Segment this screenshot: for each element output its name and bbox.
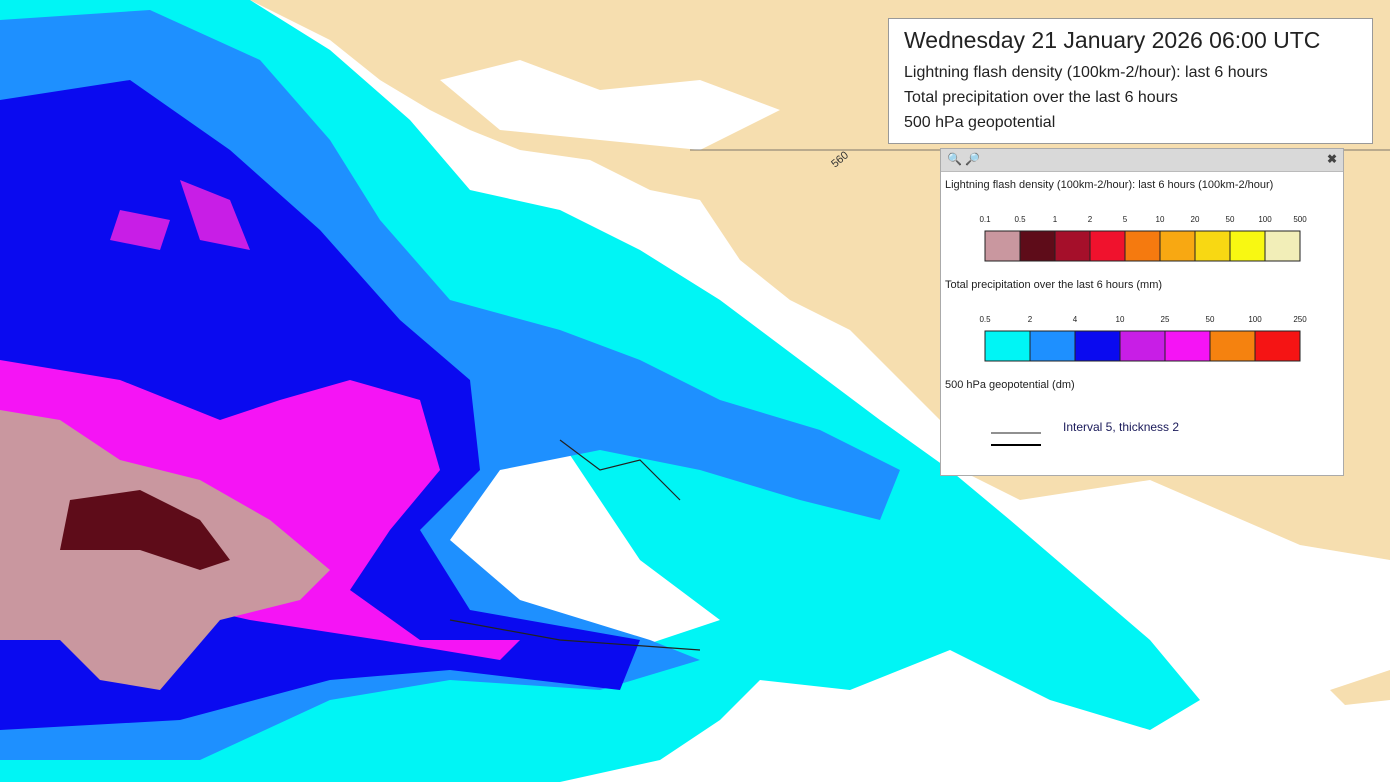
color-box: [1164, 330, 1211, 362]
scale-label: 2: [1088, 215, 1093, 224]
legend-note: Interval 5, thickness 2: [1063, 420, 1180, 434]
layer-name: 500 hPa geopotential: [904, 114, 1056, 131]
legend-toolbar: 🔍 🔎 ✖: [941, 149, 1343, 172]
legend-title: 500 hPa geopotential (dm): [945, 379, 1075, 391]
legend-panel: 🔍 🔎 ✖ Lightning flash density (100km-2/h…: [940, 148, 1344, 476]
color-box: [1124, 230, 1161, 262]
precip-very-heavy: [110, 180, 250, 250]
scale-label: 100: [1248, 315, 1262, 324]
title-box: Wednesday 21 January 2026 06:00 UTC Ligh…: [888, 18, 1373, 144]
layer-name: Lightning flash density (100km-2/hour): …: [904, 64, 1268, 81]
scale-label: 0.5: [979, 315, 991, 324]
color-box: [1054, 230, 1091, 262]
color-box: [1264, 230, 1301, 262]
scale-label: 0.1: [979, 215, 991, 224]
color-box: [1019, 230, 1056, 262]
color-box: [1209, 330, 1256, 362]
zoom-out[interactable]: 🔎: [965, 152, 980, 166]
scale-label: 0.5: [1014, 215, 1026, 224]
legend-title: Total precipitation over the last 6 hour…: [945, 279, 1163, 291]
color-box: [1119, 330, 1166, 362]
scale-label: 250: [1293, 315, 1307, 324]
scale-label: 500: [1293, 215, 1307, 224]
scale-label: 10: [1116, 315, 1125, 324]
lightning-moderate: [60, 490, 230, 570]
zoom-in[interactable]: 🔍: [947, 152, 962, 166]
legend-title: Lightning flash density (100km-2/hour): …: [945, 179, 1274, 191]
scale-label: 25: [1161, 315, 1170, 324]
color-box: [1194, 230, 1231, 262]
scale-label: 50: [1206, 315, 1215, 324]
scale-label: 2: [1028, 315, 1033, 324]
color-box: [984, 230, 1021, 262]
color-box: [1089, 230, 1126, 262]
color-box: [1074, 330, 1121, 362]
scale-label: 4: [1073, 315, 1078, 324]
scale-label: 100: [1258, 215, 1272, 224]
scale-label: 5: [1123, 215, 1128, 224]
color-box: [1254, 330, 1301, 362]
color-box: [984, 330, 1031, 362]
coastline: [449, 439, 701, 651]
land: [1330, 670, 1390, 705]
color-box: [1229, 230, 1266, 262]
close[interactable]: ✖: [1326, 152, 1337, 166]
scale-label: 10: [1156, 215, 1165, 224]
sea: [440, 60, 780, 150]
datetime: Wednesday 21 January 2026 06:00 UTC: [904, 27, 1321, 53]
scale-label: 20: [1191, 215, 1200, 224]
scale-label: 50: [1226, 215, 1235, 224]
color-box: [1159, 230, 1196, 262]
layer-name: Total precipitation over the last 6 hour…: [904, 89, 1178, 106]
color-box: [1029, 330, 1076, 362]
scale-label: 1: [1053, 215, 1058, 224]
